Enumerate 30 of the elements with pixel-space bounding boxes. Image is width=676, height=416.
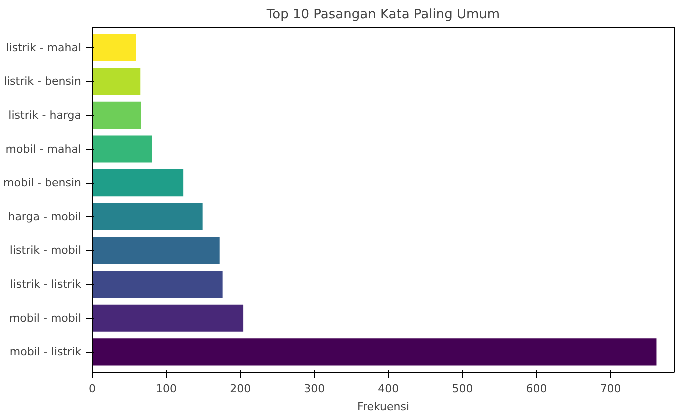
x-tick-label: 600 <box>526 382 548 396</box>
y-tick-label: listrik - bensin <box>4 75 82 88</box>
y-tick-label: mobil - bensin <box>4 176 82 190</box>
bar <box>92 304 244 332</box>
x-tick-label: 0 <box>89 382 96 396</box>
bar <box>92 34 136 62</box>
bar <box>92 271 223 298</box>
x-tick-label: 400 <box>378 382 400 396</box>
y-tick-label: mobil - mobil <box>9 312 82 325</box>
bar <box>92 237 220 264</box>
x-tick-label: 100 <box>156 382 178 396</box>
y-tick-label: harga - mobil <box>8 210 82 224</box>
y-tick-label: listrik - mobil <box>10 244 82 258</box>
bar <box>92 203 203 230</box>
bar <box>92 102 142 129</box>
x-axis-title: Frekuensi <box>357 400 410 414</box>
chart-title: Top 10 Pasangan Kata Paling Umum <box>266 8 500 22</box>
y-tick-label: mobil - mahal <box>6 142 82 156</box>
y-tick-label: listrik - harga <box>8 108 82 122</box>
y-tick-label: listrik - listrik <box>10 278 82 292</box>
x-tick-label: 500 <box>452 382 474 396</box>
x-tick-label: 700 <box>600 382 622 396</box>
bar <box>92 170 184 197</box>
y-tick-label: listrik - mahal <box>6 41 82 54</box>
bar <box>92 338 657 366</box>
bar <box>92 136 152 163</box>
x-tick-label: 300 <box>304 382 326 396</box>
x-tick-label: 200 <box>230 382 252 396</box>
y-tick-label: mobil - listrik <box>10 346 82 359</box>
bar <box>92 68 141 96</box>
